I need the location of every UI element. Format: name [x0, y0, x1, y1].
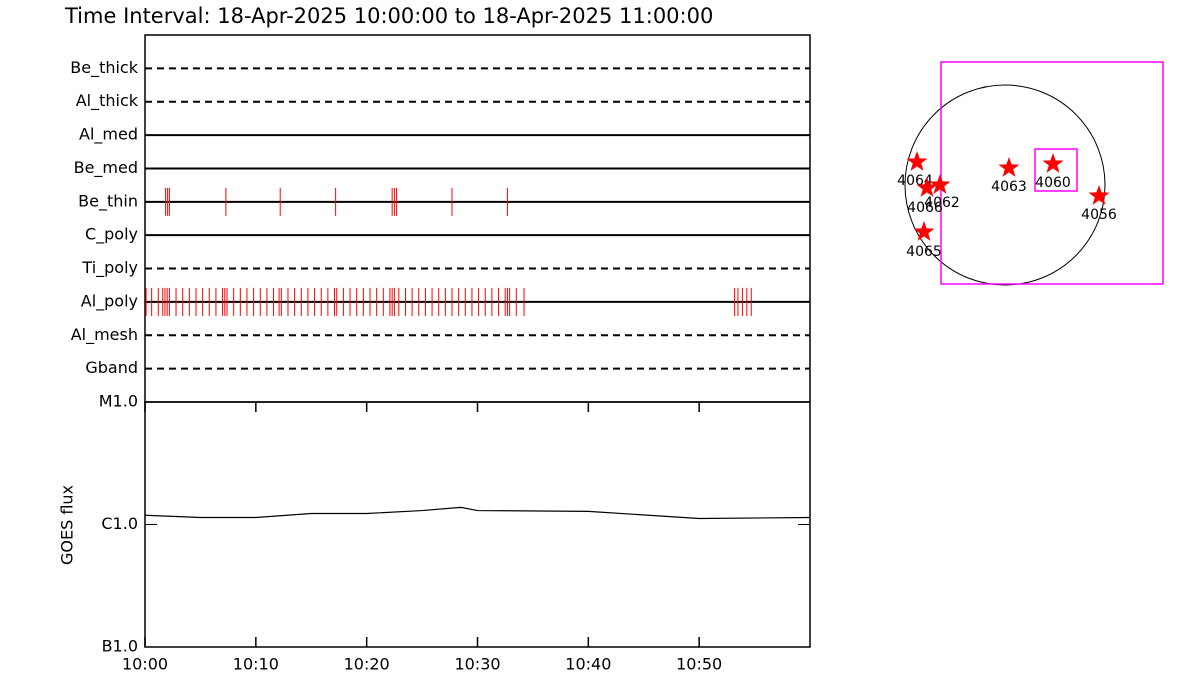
x-tick-label: 10:10 [233, 655, 279, 674]
goes-line [144, 506, 811, 520]
region-star [1042, 153, 1064, 173]
target-box [1034, 148, 1078, 192]
x-tick-label: 10:20 [344, 655, 390, 674]
y-tick-label: M1.0 [99, 392, 138, 411]
region-star [906, 151, 928, 171]
region-label: 4066 [907, 200, 943, 216]
row-label: Gband [85, 358, 138, 377]
row-label: Be_thin [78, 191, 138, 211]
row-label: Al_thick [76, 91, 139, 111]
solar-disk [904, 84, 1106, 286]
region-star [913, 221, 935, 241]
chart-title: Time Interval: 18-Apr-2025 10:00:00 to 1… [64, 4, 713, 28]
goes-frame [144, 401, 811, 648]
x-tick-label: 10:40 [565, 655, 611, 674]
field-of-view [940, 61, 1164, 285]
region-star [929, 174, 951, 194]
region-label: 4063 [991, 179, 1027, 195]
row-label: C_poly [85, 225, 138, 245]
region-star [998, 157, 1020, 177]
timeline-frame [144, 34, 811, 403]
row-label: Al_med [79, 125, 138, 145]
row-label: Ti_poly [81, 258, 138, 278]
y-axis-label: GOES flux [58, 485, 77, 565]
region-label: 4056 [1081, 207, 1117, 223]
row-label: Al_poly [81, 291, 138, 311]
y-tick-label: B1.0 [102, 637, 138, 656]
region-star [916, 177, 938, 197]
region-label: 4060 [1035, 175, 1071, 191]
region-label: 4065 [906, 244, 942, 260]
row-label: Al_mesh [71, 325, 138, 345]
y-tick-label: C1.0 [101, 514, 138, 533]
row-label: Be_thick [70, 58, 138, 78]
row-label: Be_med [74, 158, 138, 178]
x-tick-label: 10:00 [122, 655, 168, 674]
x-tick-label: 10:50 [676, 655, 722, 674]
x-tick-label: 10:30 [454, 655, 500, 674]
region-star [1088, 185, 1110, 205]
region-label: 4062 [924, 195, 960, 211]
